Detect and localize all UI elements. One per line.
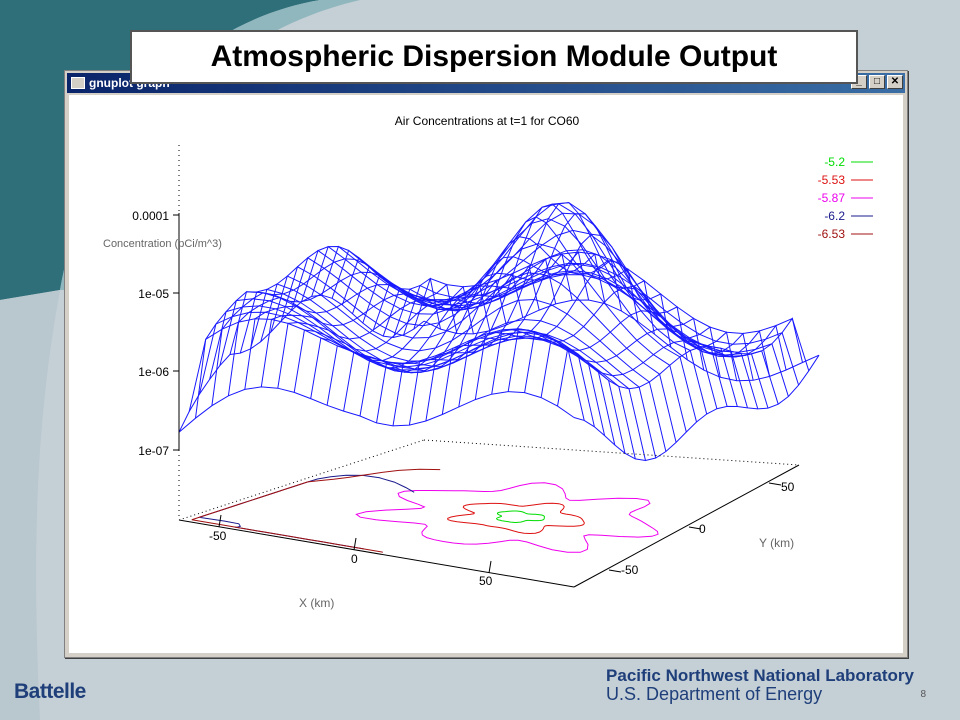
mesh-line-y <box>301 218 697 423</box>
z-tick-label: 1e-07 <box>138 444 169 458</box>
x-tick <box>218 514 222 528</box>
mesh-line-y <box>362 263 759 410</box>
plot-canvas: Air Concentrations at t=1 for CO60 0.000… <box>69 95 903 653</box>
y-tick <box>608 569 622 573</box>
mesh-line-y <box>423 299 820 382</box>
mesh-line-y <box>403 262 800 386</box>
y-tick <box>768 482 782 486</box>
legend-label: -5.2 <box>824 155 845 169</box>
mesh-line-y <box>260 283 657 459</box>
maximize-button[interactable]: □ <box>869 75 885 89</box>
contour-level-2 <box>447 502 585 535</box>
x-tick <box>353 537 357 551</box>
mesh-line-y <box>239 291 636 460</box>
y-axis <box>573 464 800 588</box>
x-tick <box>488 560 492 574</box>
x-axis-label: X (km) <box>299 596 334 610</box>
y-tick <box>688 526 702 530</box>
lab-name: Pacific Northwest National Laboratory <box>606 666 914 685</box>
mesh-line-x <box>474 260 721 400</box>
z-tick-label: 0.0001 <box>132 209 169 223</box>
mesh-line-y <box>372 271 769 409</box>
mesh-line-x <box>293 264 540 393</box>
page-number: 8 <box>920 689 926 700</box>
y-tick-label: 0 <box>699 522 706 536</box>
close-button[interactable]: ✕ <box>887 75 903 89</box>
y-tick-label: -50 <box>621 563 639 577</box>
mesh-line-y <box>392 270 789 397</box>
slide-title: Atmospheric Dispersion Module Output <box>130 30 858 84</box>
x-tick-label: 50 <box>479 574 493 588</box>
mesh-line-y <box>198 311 595 427</box>
battelle-logo: Battelle <box>14 680 86 703</box>
legend-label: -5.53 <box>818 173 846 187</box>
contour-level-4 <box>197 474 415 550</box>
x-axis <box>178 519 575 588</box>
surface-plot: Air Concentrations at t=1 for CO60 0.000… <box>103 114 873 610</box>
y-axis-label: Y (km) <box>759 536 794 550</box>
x-tick-label: -50 <box>209 529 227 543</box>
legend: -5.2 -5.53 -5.87 -6.2 -6.53 <box>818 155 873 241</box>
mesh-line-y <box>178 386 575 433</box>
mesh-line-y <box>331 212 728 407</box>
surface-mesh <box>178 202 820 462</box>
chart-title: Air Concentrations at t=1 for CO60 <box>395 114 580 128</box>
back-edge-left <box>178 439 425 521</box>
x-tick-label: 0 <box>351 552 358 566</box>
mesh-line-y <box>341 229 738 407</box>
contour-level-3 <box>355 482 659 553</box>
contour-level-1 <box>496 510 545 523</box>
mesh-line-y <box>321 202 718 409</box>
mesh-line-y <box>188 318 585 421</box>
mesh-line-y <box>270 275 667 452</box>
contour-lines <box>191 468 659 553</box>
z-tick-label: 1e-05 <box>138 287 169 301</box>
mesh-line-y <box>413 251 810 371</box>
lab-footer: Pacific Northwest National Laboratory U.… <box>606 666 914 704</box>
legend-label: -6.2 <box>824 209 845 223</box>
mesh-line-y <box>290 243 687 433</box>
z-tick-label: 1e-06 <box>138 365 169 379</box>
mesh-line-y <box>250 288 646 461</box>
gnuplot-window[interactable]: gnuplot graph _ □ ✕ Air Concentrations a… <box>64 70 908 658</box>
mesh-line-y <box>382 274 779 405</box>
y-tick-label: 50 <box>781 480 795 494</box>
mesh-line-x <box>227 271 474 396</box>
back-edge-right <box>423 439 800 466</box>
legend-label: -5.87 <box>818 191 846 205</box>
legend-label: -6.53 <box>818 227 846 241</box>
mesh-line-y <box>352 249 748 409</box>
gnuplot-app-icon <box>71 77 85 89</box>
department-name: U.S. Department of Energy <box>606 684 823 704</box>
contour-level-5 <box>191 468 441 553</box>
mesh-line-x <box>491 286 738 395</box>
z-axis-label: Concentration (pCi/m^3) <box>103 238 222 250</box>
mesh-line-y <box>311 203 708 415</box>
mesh-line-y <box>209 305 606 436</box>
